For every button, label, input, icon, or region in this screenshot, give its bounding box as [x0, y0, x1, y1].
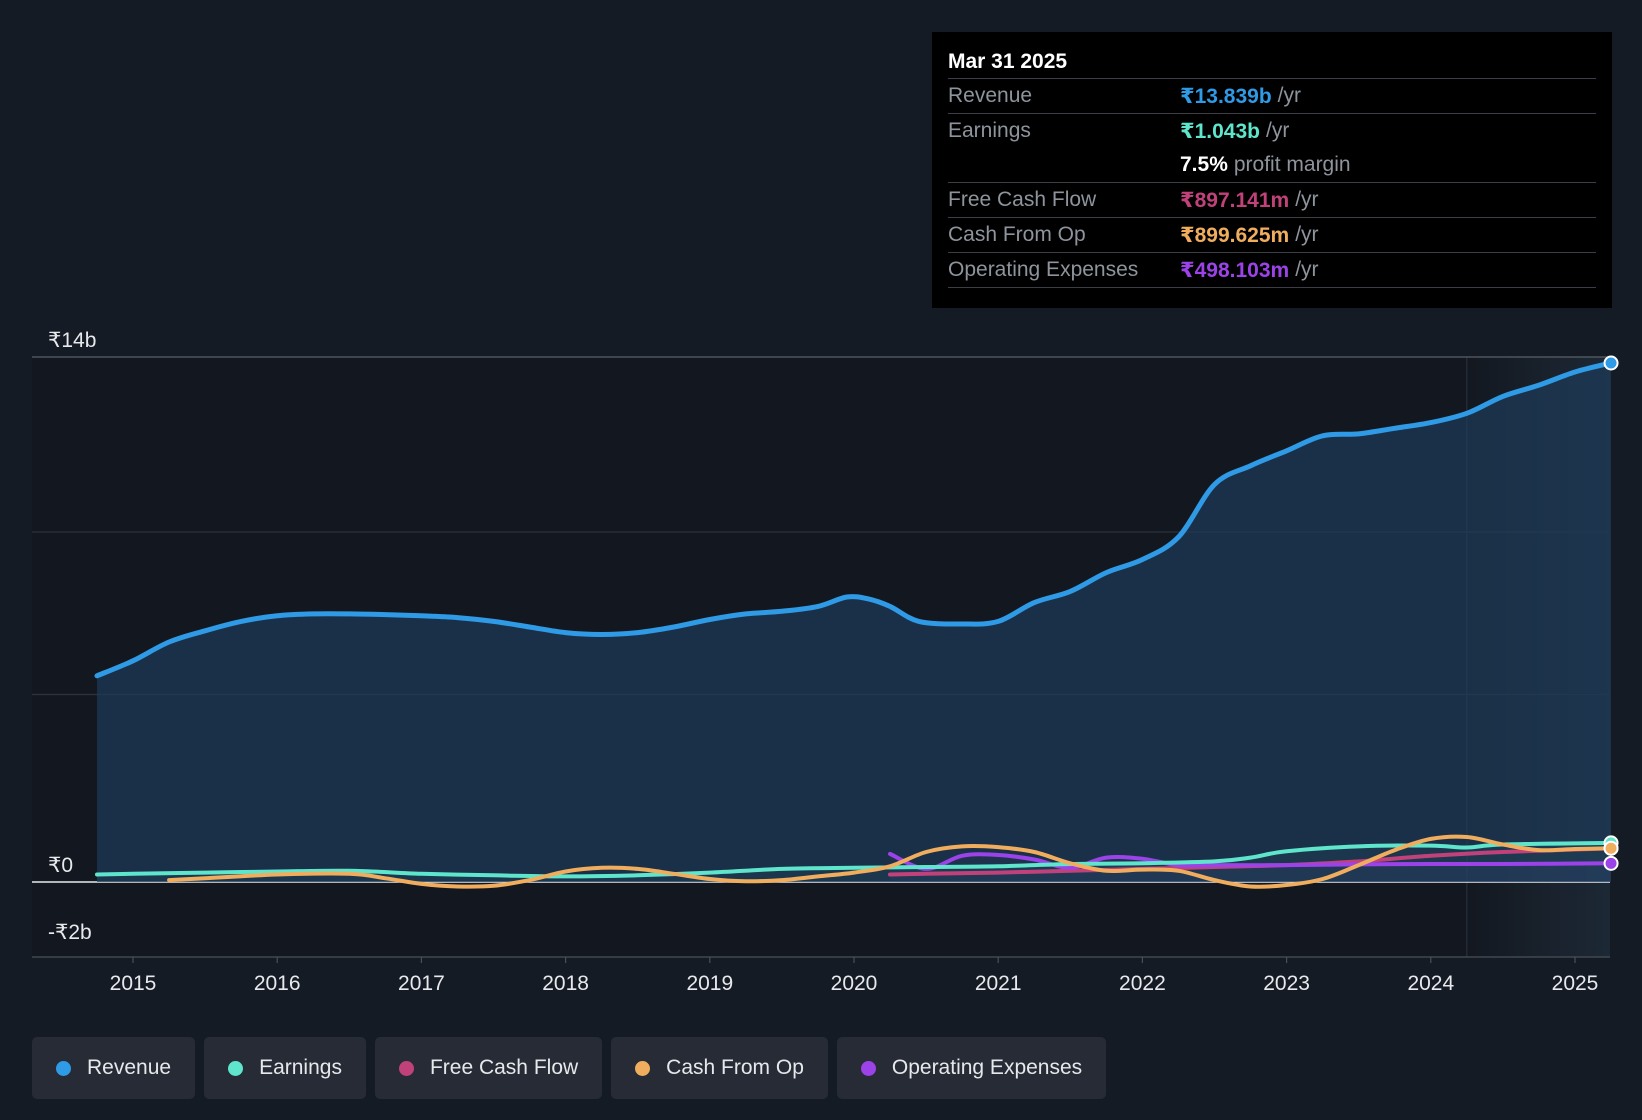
cash-from-op-line — [167, 834, 1613, 889]
operating-expenses-dot-icon — [860, 1060, 876, 1076]
x-tick-label: 2021 — [975, 972, 1022, 995]
tooltip-label: Earnings — [948, 119, 1031, 142]
tooltip-label: Operating Expenses — [948, 258, 1139, 281]
x-tick-label: 2016 — [254, 972, 301, 995]
revenue-end-marker — [1603, 355, 1619, 371]
legend-item-cash-from-op[interactable]: Cash From Op — [611, 1037, 828, 1099]
cash-from-op-dot-icon — [635, 1060, 651, 1076]
tooltip-unit: /yr — [1266, 119, 1290, 142]
y-tick-label: ₹14b — [48, 329, 96, 352]
operating-expenses-end-marker — [1603, 855, 1619, 871]
x-tick-label: 2024 — [1407, 972, 1454, 995]
tooltip-value: ₹897.141m — [1180, 188, 1290, 212]
x-tick-label: 2015 — [110, 972, 157, 995]
tooltip-value: ₹498.103m — [1180, 258, 1290, 282]
tooltip-row-earnings: Earnings ₹1.043b /yr — [948, 113, 1596, 148]
x-tick-label: 2018 — [542, 972, 589, 995]
profit-margin-value: 7.5% — [1180, 153, 1228, 176]
tooltip-value: ₹13.839b — [1180, 84, 1272, 108]
revenue-line — [94, 360, 1614, 679]
profit-margin-label: profit margin — [1233, 153, 1351, 176]
x-tick-label: 2019 — [686, 972, 733, 995]
tooltip-value: ₹1.043b — [1180, 119, 1260, 143]
y-tick-label: ₹0 — [48, 854, 73, 877]
tooltip-row-revenue: Revenue ₹13.839b /yr — [948, 78, 1596, 113]
tooltip-unit: /yr — [1295, 188, 1319, 211]
tooltip-row-operating-expenses: Operating Expenses ₹498.103m /yr — [948, 252, 1596, 288]
tooltip-unit: /yr — [1277, 84, 1301, 107]
tooltip-label: Free Cash Flow — [948, 188, 1097, 211]
tooltip-row-free-cash-flow: Free Cash Flow ₹897.141m /yr — [948, 182, 1596, 217]
tooltip-unit: /yr — [1295, 223, 1319, 246]
tooltip-row-cash-from-op: Cash From Op ₹899.625m /yr — [948, 217, 1596, 252]
revenue-dot-icon — [56, 1060, 71, 1076]
x-tick-label: 2023 — [1263, 972, 1310, 995]
x-tick-label: 2017 — [398, 972, 445, 995]
tooltip: Mar 31 2025 Revenue ₹13.839b /yr Earning… — [932, 32, 1612, 308]
free-cash-flow-dot-icon — [398, 1060, 414, 1076]
legend-label: Cash From Op — [666, 1056, 804, 1079]
operating-expenses-line — [888, 851, 1613, 871]
earnings-dot-icon — [228, 1060, 244, 1076]
legend-label: Operating Expenses — [891, 1056, 1083, 1079]
cash-from-op-end-marker — [1603, 840, 1619, 856]
legend-item-revenue[interactable]: Revenue — [32, 1037, 196, 1099]
y-tick-label: -₹2b — [48, 921, 92, 944]
revenue-area — [97, 363, 1611, 882]
x-tick-label: 2025 — [1552, 972, 1599, 995]
tooltip-unit: /yr — [1295, 258, 1319, 281]
legend: Revenue Earnings Free Cash Flow Cash Fro… — [32, 1037, 1107, 1099]
x-tick-label: 2020 — [831, 972, 878, 995]
x-tick-label: 2022 — [1119, 972, 1166, 995]
legend-item-operating-expenses[interactable]: Operating Expenses — [836, 1037, 1107, 1099]
tooltip-label: Revenue — [948, 84, 1033, 107]
tooltip-row-profit-margin: 7.5% profit margin — [948, 148, 1596, 182]
legend-item-earnings[interactable]: Earnings — [204, 1037, 366, 1099]
legend-label: Free Cash Flow — [429, 1056, 579, 1079]
legend-item-free-cash-flow[interactable]: Free Cash Flow — [374, 1037, 603, 1099]
tooltip-value: ₹899.625m — [1180, 223, 1290, 247]
legend-label: Earnings — [259, 1056, 342, 1079]
tooltip-label: Cash From Op — [948, 223, 1086, 246]
legend-label: Revenue — [87, 1056, 172, 1079]
tooltip-date: Mar 31 2025 — [948, 50, 1068, 73]
